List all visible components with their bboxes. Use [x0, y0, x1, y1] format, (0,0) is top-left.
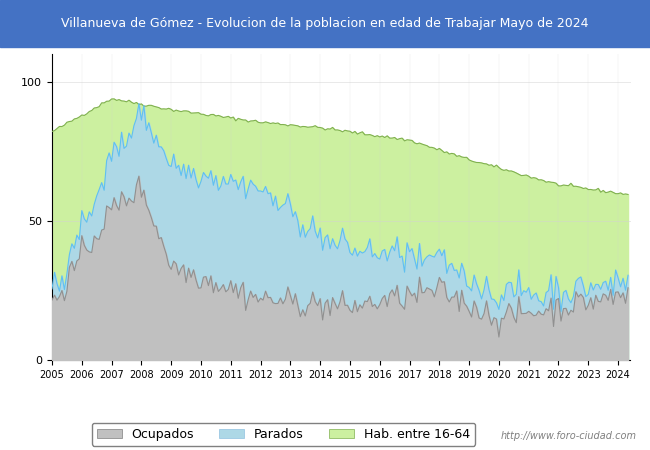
Legend: Ocupados, Parados, Hab. entre 16-64: Ocupados, Parados, Hab. entre 16-64: [92, 423, 475, 446]
Text: Villanueva de Gómez - Evolucion de la poblacion en edad de Trabajar Mayo de 2024: Villanueva de Gómez - Evolucion de la po…: [61, 17, 589, 30]
Text: http://www.foro-ciudad.com: http://www.foro-ciudad.com: [501, 431, 637, 441]
